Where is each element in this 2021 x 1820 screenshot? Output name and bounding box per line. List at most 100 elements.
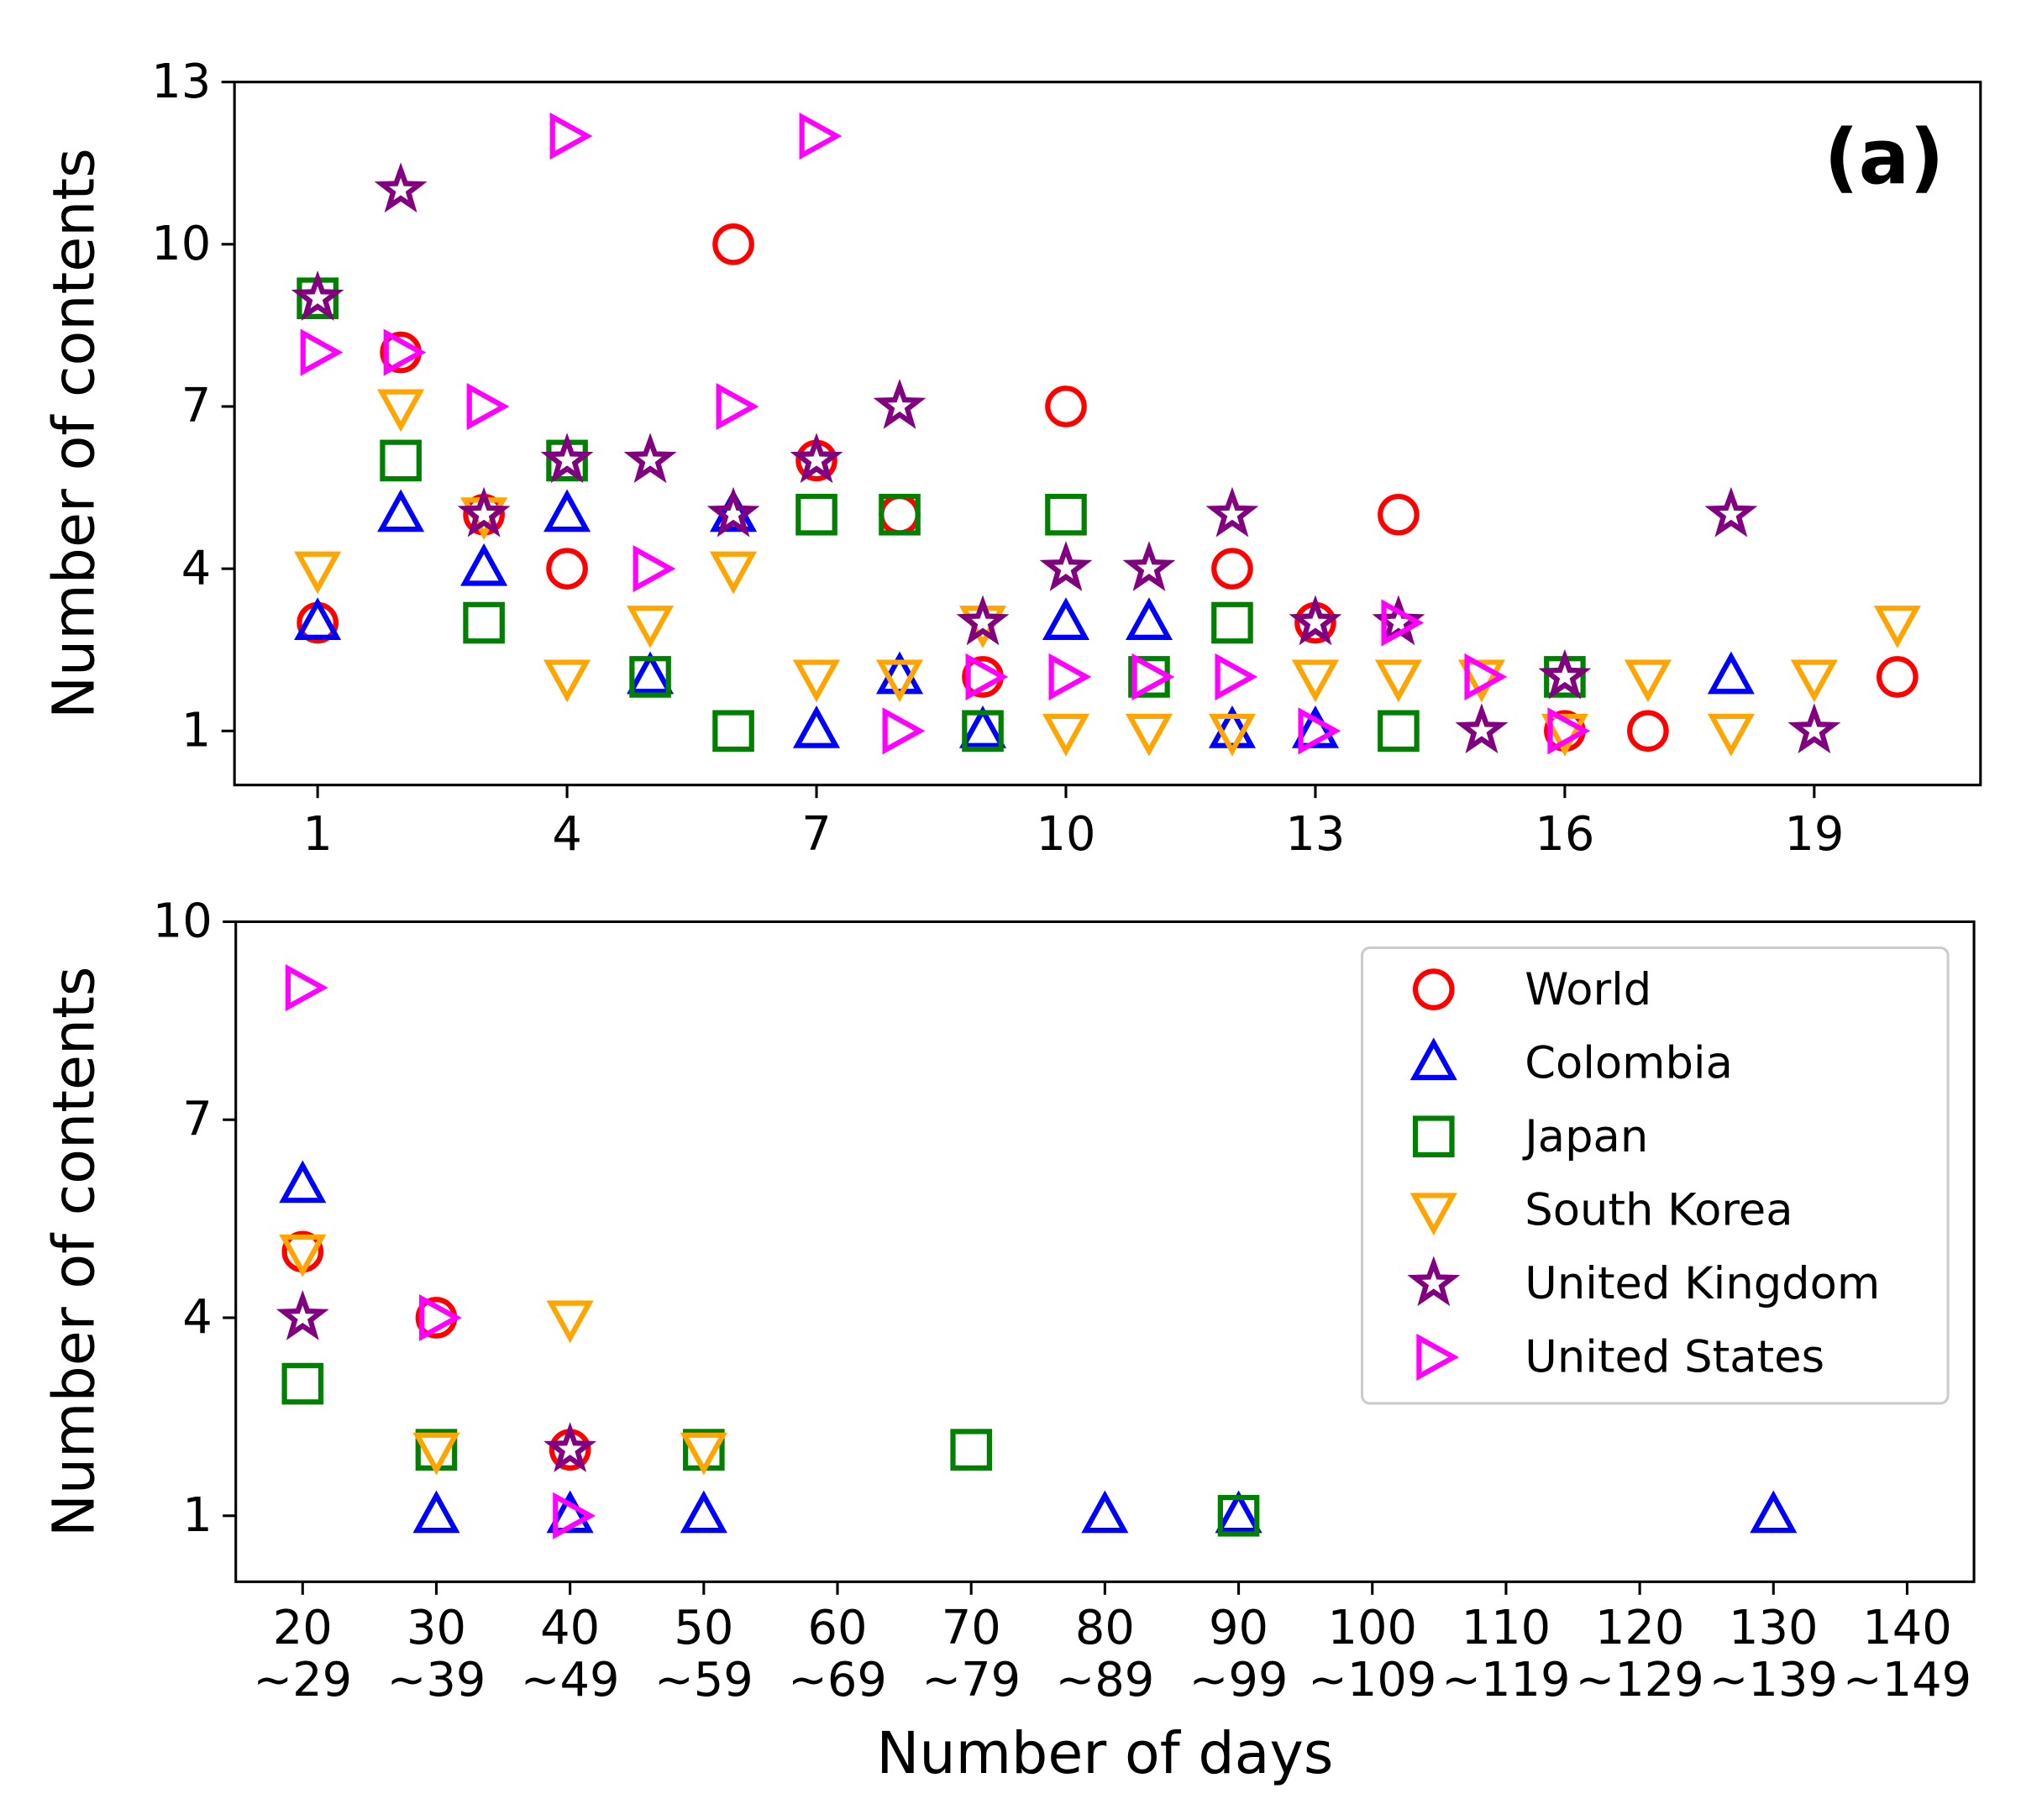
marker — [1750, 1490, 1798, 1534]
marker — [1704, 486, 1758, 538]
marker — [1291, 659, 1339, 703]
panel-label: (a) — [1824, 114, 1945, 202]
marker — [1298, 707, 1341, 755]
x-axis-label: Number of days — [876, 1721, 1333, 1787]
marker — [712, 223, 754, 265]
marker — [294, 597, 342, 640]
x-tick-label: 4 — [552, 807, 582, 862]
marker — [543, 489, 591, 532]
marker — [377, 489, 425, 532]
marker — [1877, 656, 1919, 698]
marker — [792, 659, 841, 703]
marker — [1378, 493, 1420, 536]
marker — [710, 551, 758, 595]
legend: World Colombia Japan South Korea United King… — [1360, 946, 1950, 1405]
marker — [956, 595, 1010, 646]
marker — [792, 705, 841, 748]
marker — [543, 1422, 597, 1472]
marker — [1547, 707, 1591, 755]
marker — [1374, 659, 1422, 703]
marker — [1873, 606, 1921, 648]
marker — [1707, 713, 1755, 757]
x-tick-label: 19 — [1784, 807, 1844, 862]
x-tick-label: 10 — [1036, 807, 1095, 862]
marker — [712, 710, 754, 753]
marker — [1790, 659, 1838, 703]
legend-frame — [1360, 946, 1950, 1405]
marker — [627, 606, 675, 648]
marker — [294, 551, 342, 595]
x-tick-label: 90 ~99 — [1189, 1601, 1289, 1707]
marker — [457, 486, 511, 538]
y-tick-label: 13 — [151, 55, 211, 109]
marker — [1125, 713, 1173, 757]
x-tick-label: 50 ~59 — [654, 1601, 753, 1707]
marker — [543, 659, 591, 703]
marker — [1045, 386, 1087, 427]
marker — [680, 1432, 727, 1476]
marker — [710, 489, 758, 532]
marker — [875, 659, 924, 703]
marker — [291, 270, 344, 321]
marker — [1208, 713, 1256, 757]
x-tick-label: 100 ~109 — [1308, 1601, 1436, 1707]
marker — [1457, 659, 1505, 703]
marker — [1627, 710, 1669, 753]
marker — [629, 656, 671, 698]
marker — [276, 1289, 329, 1340]
marker — [1464, 653, 1508, 700]
marker — [1378, 710, 1420, 753]
marker — [873, 378, 927, 429]
legend-label: Japan — [1522, 1111, 1648, 1162]
marker — [1407, 1256, 1461, 1307]
marker — [1125, 597, 1173, 640]
marker — [279, 1234, 327, 1277]
marker — [1208, 705, 1256, 748]
marker — [1042, 597, 1090, 640]
marker — [1122, 541, 1176, 591]
marker — [680, 1490, 727, 1534]
y-tick-label: 7 — [182, 1092, 213, 1146]
marker — [540, 433, 594, 484]
x-tick-label: 110 ~119 — [1441, 1601, 1570, 1707]
legend-label: South Korea — [1525, 1185, 1793, 1236]
marker — [882, 707, 926, 755]
marker — [546, 1300, 594, 1344]
marker — [1045, 493, 1087, 536]
x-tick-label: 70 ~79 — [921, 1601, 1021, 1707]
x-tick-label: 20 ~29 — [253, 1601, 352, 1707]
marker — [1289, 595, 1342, 646]
marker — [965, 653, 1009, 700]
marker — [300, 328, 344, 376]
marker — [962, 710, 1004, 753]
y-tick-label: 10 — [153, 894, 213, 949]
marker — [1409, 1193, 1457, 1236]
marker — [466, 382, 510, 431]
marker — [1215, 1490, 1262, 1534]
marker — [1787, 703, 1841, 754]
marker — [412, 1432, 460, 1476]
marker — [706, 486, 760, 538]
marker — [374, 162, 428, 213]
y-axis-label: Number of contents — [42, 967, 108, 1538]
marker — [419, 1293, 462, 1342]
marker — [1211, 601, 1253, 644]
marker — [546, 1490, 594, 1534]
y-tick-label: 4 — [181, 541, 212, 595]
legend-label: Colombia — [1525, 1037, 1733, 1088]
x-tick-label: 80 ~89 — [1055, 1601, 1154, 1707]
marker — [958, 705, 1007, 748]
marker — [1215, 653, 1258, 700]
marker — [1381, 599, 1425, 647]
marker — [1205, 486, 1259, 538]
marker — [1042, 713, 1090, 757]
legend-label: United Kingdom — [1525, 1258, 1880, 1309]
marker — [1541, 713, 1588, 757]
marker — [1409, 1037, 1457, 1081]
marker — [1455, 703, 1509, 754]
marker — [1412, 968, 1455, 1010]
x-tick-label: 16 — [1535, 807, 1594, 862]
marker — [279, 1160, 327, 1204]
